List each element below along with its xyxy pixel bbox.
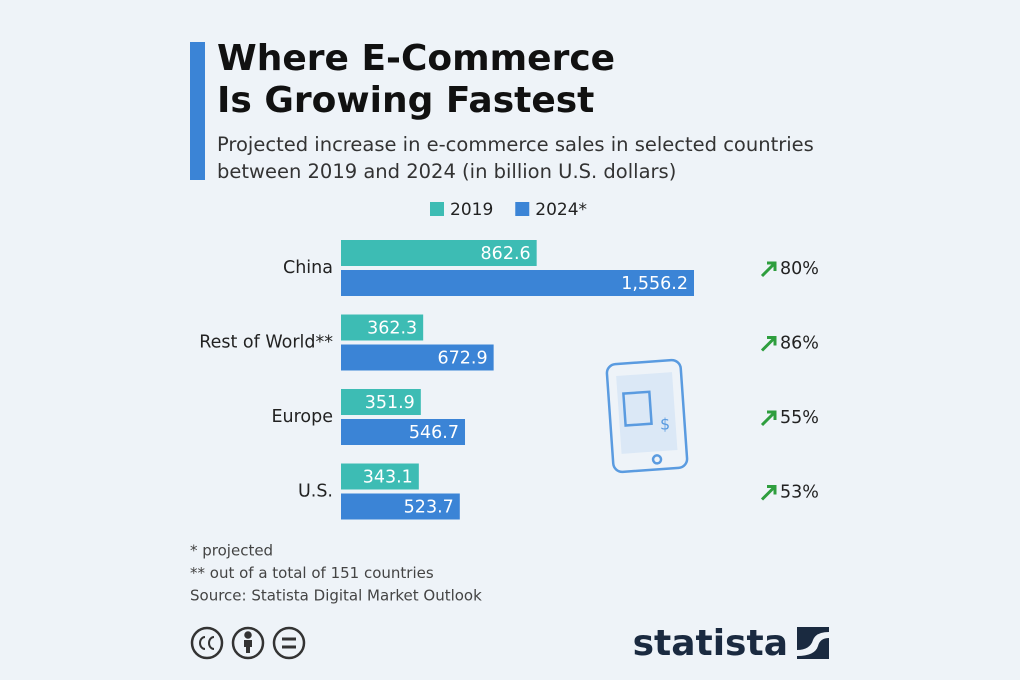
category-label: Rest of World** [199,333,333,353]
value-label: 862.6 [481,244,531,264]
bar [341,493,460,520]
legend-swatch [515,202,530,216]
bar [341,389,421,415]
bar [341,314,424,341]
value-label: 1,556.2 [621,274,688,294]
svg-text:$: $ [660,415,670,434]
growth-arrow [760,336,777,352]
growth-label: 86% [780,334,819,354]
legend-label: 2019 [450,200,493,220]
footnote: * projected [190,542,273,560]
category-label: China [283,258,333,278]
footnote: ** out of a total of 151 countries [190,564,434,582]
value-label: 672.9 [438,349,488,369]
title-accent [190,42,205,180]
value-label: 343.1 [363,468,413,488]
value-label: 351.9 [365,393,415,413]
bar [341,419,466,445]
growth-arrow [760,410,777,427]
growth-label: 53% [780,483,819,503]
legend-label: 2024* [535,200,587,220]
value-label: 362.3 [367,319,417,339]
legend-swatch [430,202,444,216]
growth-label: 55% [780,408,819,428]
footnote: Source: Statista Digital Market Outlook [190,587,482,605]
growth-label: 80% [780,259,819,279]
bar [341,344,494,371]
bar [341,463,419,490]
license-icons [190,626,306,660]
phone-illustration: $ [605,358,689,474]
category-label: U.S. [298,482,333,502]
growth-arrow [760,485,777,501]
brand-logo: statista [633,623,788,664]
chart-title: Where E-Commerce Is Growing Fastest [217,38,616,121]
growth-arrow [760,261,777,278]
bar [341,270,694,296]
logo-mark [797,627,829,659]
chart-subtitle: Projected increase in e-commerce sales i… [217,133,814,183]
value-label: 546.7 [409,423,459,443]
value-label: 523.7 [404,498,454,518]
bar [341,240,537,266]
category-label: Europe [271,407,333,427]
